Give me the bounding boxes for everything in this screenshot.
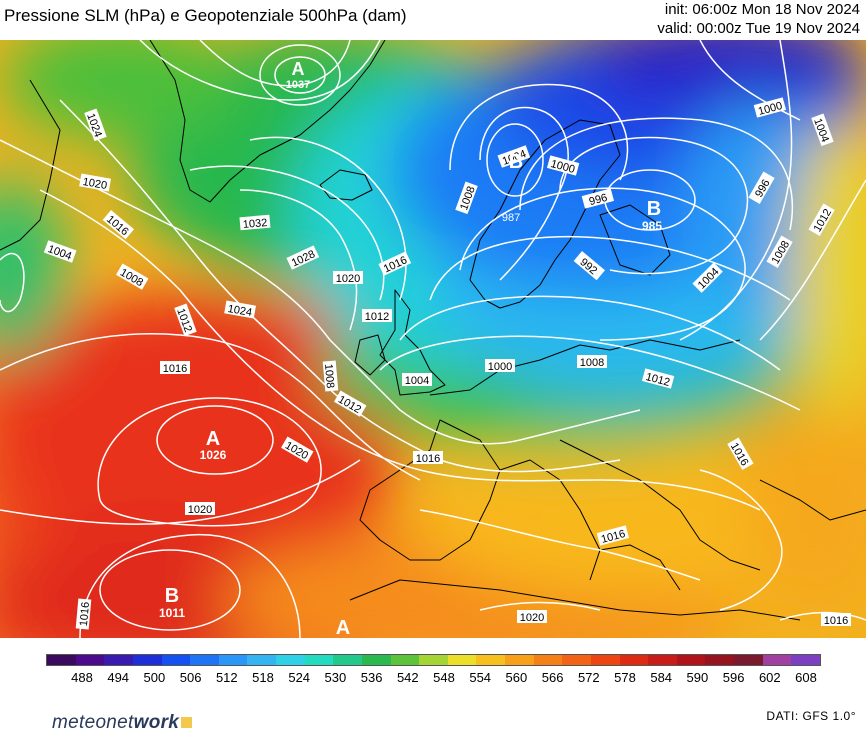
colorbar-label: 554: [469, 670, 492, 685]
colorbar-swatch: [734, 655, 763, 665]
colorbar-label: 560: [505, 670, 528, 685]
colorbar-label: 542: [396, 670, 419, 685]
colorbar-label: 512: [215, 670, 238, 685]
colorbar-label: 590: [686, 670, 709, 685]
colorbar-swatch: [590, 655, 620, 665]
low-value: 987: [502, 212, 520, 224]
colorbar-label: 602: [758, 670, 781, 685]
colorbar-label: 494: [107, 670, 130, 685]
brand-logo: meteonetwork: [52, 712, 193, 734]
isobar-label: 1016: [78, 601, 92, 626]
colorbar-swatch: [476, 655, 505, 665]
coastlines: [0, 40, 866, 621]
colorbar-swatch: [161, 655, 191, 665]
isobar-label: 1016: [163, 363, 187, 375]
low-center-value: 985: [642, 219, 662, 233]
isobars: [0, 40, 866, 638]
colorbar-swatch: [75, 655, 105, 665]
isobar-label: 1024: [227, 303, 253, 319]
colorbar-label: 524: [288, 670, 311, 685]
colorbar-swatch: [304, 655, 334, 665]
colorbar-label: 578: [614, 670, 636, 685]
run-info: init: 06:00z Mon 18 Nov 2024 valid: 00:0…: [657, 0, 860, 38]
high-center-letter: A: [206, 428, 220, 450]
colorbar-label: 566: [541, 670, 564, 685]
pressure-centers: A 1026 B 1011 B B 985 A 1037 A: [159, 59, 662, 638]
colorbar-label: 572: [577, 670, 600, 685]
colorbar-gradient: [46, 654, 821, 666]
low-center-letter: B: [165, 585, 179, 607]
colorbar-swatch: [361, 655, 391, 665]
isobar-label: 1032: [242, 217, 267, 231]
colorbar-swatch: [218, 655, 248, 665]
colorbar-swatch: [190, 655, 219, 665]
init-time: init: 06:00z Mon 18 Nov 2024: [664, 1, 860, 18]
low-center-value: 1011: [159, 606, 185, 620]
isobar-label: 996: [588, 192, 609, 208]
colorbar-swatch: [619, 655, 649, 665]
colorbar-label: 548: [433, 670, 455, 685]
colorbar-label: 596: [722, 670, 745, 685]
isobar-label: 1000: [488, 361, 512, 373]
colorbar-swatch: [390, 655, 420, 665]
colorbar: 488 494 500 506 512 518 524 530 536 542 548 554 560 5…: [46, 654, 821, 686]
high-center-letter: A: [292, 59, 305, 79]
colorbar-swatch: [505, 655, 534, 665]
colorbar-label: 518: [252, 670, 274, 685]
isobar-label: 1008: [322, 363, 336, 388]
colorbar-swatch: [533, 655, 563, 665]
colorbar-swatch: [276, 655, 305, 665]
weather-map: 1024 1020 1016 1004 1008 1012 1016 1020 …: [0, 40, 866, 638]
colorbar-swatch: [247, 655, 276, 665]
valid-time: valid: 00:00z Tue 19 Nov 2024: [657, 20, 860, 37]
colorbar-swatch: [562, 655, 591, 665]
colorbar-swatch: [676, 655, 706, 665]
colorbar-ticks: 488 494 500 506 512 518 524 530 536 542 548 554 560 5…: [46, 666, 821, 686]
isobar-label: 1020: [188, 504, 212, 516]
colorbar-swatch: [47, 655, 76, 665]
colorbar-swatch: [419, 655, 448, 665]
colorbar-swatch: [705, 655, 734, 665]
chart-title: Pressione SLM (hPa) e Geopotenziale 500h…: [4, 6, 407, 25]
high-center-value: 1026: [200, 448, 227, 462]
isobar-label: 1004: [405, 375, 429, 387]
low-center-letter: B: [647, 198, 661, 220]
high-center-letter: A: [336, 617, 350, 638]
colorbar-swatch: [648, 655, 677, 665]
colorbar-label: 500: [143, 670, 166, 685]
colorbar-label: 506: [179, 670, 202, 685]
data-credits: DATI: GFS 1.0°: [766, 709, 856, 723]
colorbar-swatch: [333, 655, 362, 665]
colorbar-label: 488: [71, 670, 93, 685]
isobar-labels: 1024 1020 1016 1004 1008 1012 1016 1020 …: [43, 97, 851, 630]
colorbar-label: 608: [795, 670, 817, 685]
colorbar-swatch: [132, 655, 162, 665]
isobar-label: 1012: [365, 311, 389, 323]
isobar-label: 1020: [520, 612, 544, 624]
isobar-label: 1016: [416, 453, 440, 465]
geopotential-field: 1024 1020 1016 1004 1008 1012 1016 1020 …: [0, 40, 866, 638]
colorbar-label: 584: [650, 670, 673, 685]
colorbar-swatch: [447, 655, 477, 665]
colorbar-swatch: [104, 655, 133, 665]
isobar-label: 1008: [580, 357, 604, 369]
high-center-value: 1037: [286, 79, 310, 91]
isobar-label: 1020: [336, 273, 360, 285]
low-center-letter: B: [509, 151, 523, 173]
isobar-label: 1016: [824, 615, 848, 627]
colorbar-swatch: [791, 655, 820, 665]
colorbar-label: 530: [324, 670, 347, 685]
isobar-label: 1020: [82, 176, 108, 192]
logo-square-icon: [181, 717, 193, 728]
colorbar-label: 536: [360, 670, 383, 685]
colorbar-swatch: [762, 655, 792, 665]
